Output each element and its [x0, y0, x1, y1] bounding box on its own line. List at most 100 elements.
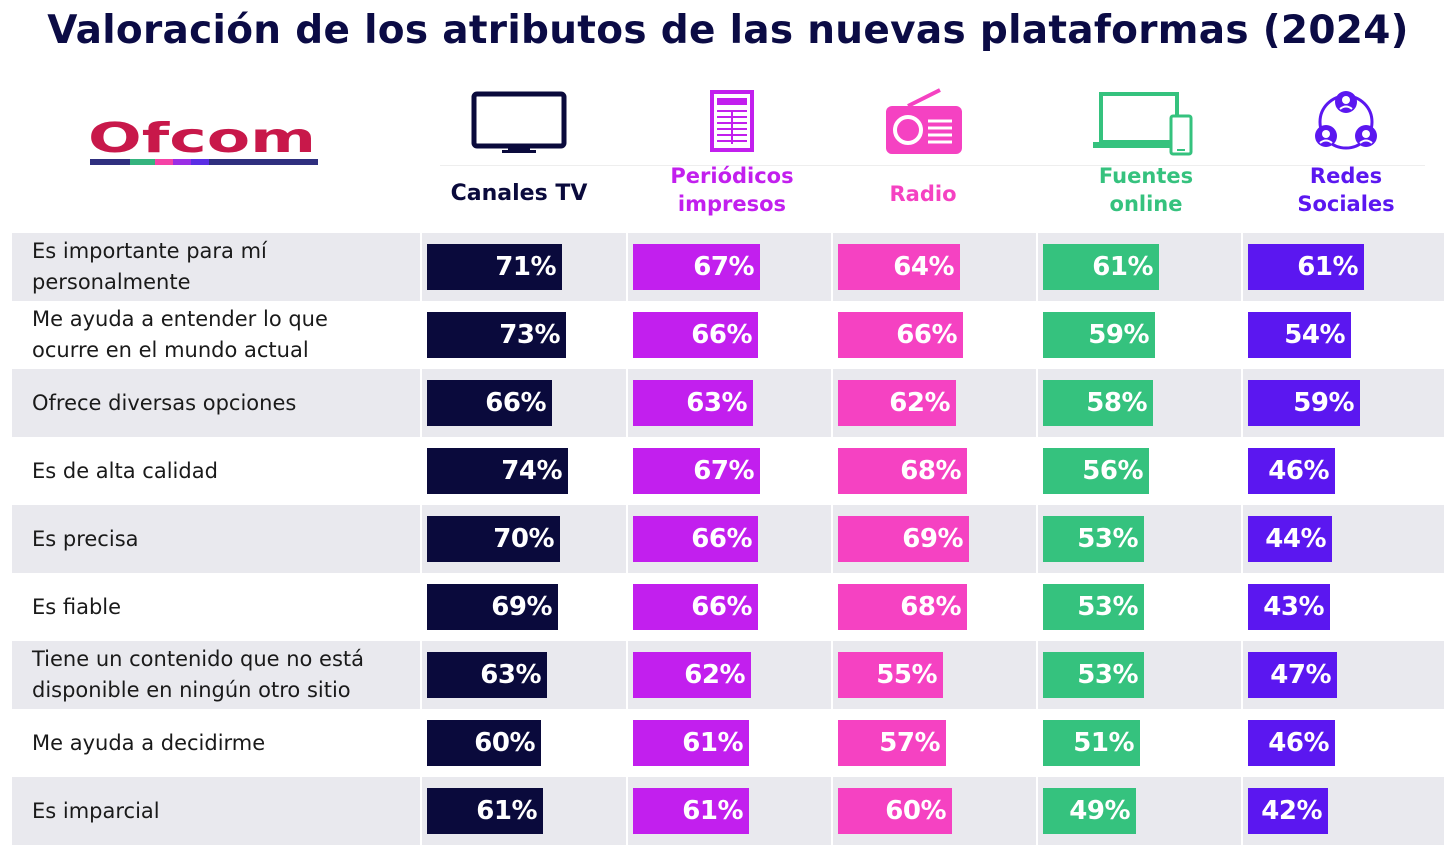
bar-value-label: 66% [691, 524, 752, 554]
bar-value-label: 47% [1270, 660, 1331, 690]
row-label-line: disponible en ningún otro sitio [32, 678, 351, 702]
bar-value-label: 53% [1077, 524, 1138, 554]
bar: 59% [1248, 380, 1360, 426]
bar-value-label: 49% [1069, 796, 1130, 826]
column-header: Canales TV [419, 88, 619, 228]
bar-value-label: 66% [485, 388, 546, 418]
bar-value-label: 67% [693, 252, 754, 282]
bar-value-label: 68% [900, 592, 961, 622]
bar-value-label: 54% [1284, 320, 1345, 350]
row-label-line: Me ayuda a decidirme [32, 730, 266, 755]
bar: 67% [633, 244, 760, 290]
bar: 62% [633, 652, 751, 698]
bar: 66% [838, 312, 963, 358]
bar-value-label: 60% [885, 796, 946, 826]
bar: 47% [1248, 652, 1337, 698]
column-label: Radio [823, 180, 1023, 208]
row-label: Es imparcial [32, 777, 412, 845]
row-label-line: ocurre en el mundo actual [32, 338, 309, 362]
column-label: Fuentes online [1046, 162, 1246, 218]
bar-value-label: 55% [876, 660, 937, 690]
bar-value-label: 46% [1268, 456, 1329, 486]
row-label-line: Es importante para mí [32, 239, 267, 263]
logo-stripe [130, 159, 155, 165]
svg-text:Ofcom: Ofcom [88, 118, 316, 162]
bar: 49% [1043, 788, 1136, 834]
column-label-line: Canales TV [450, 181, 588, 206]
bar-value-label: 51% [1073, 728, 1134, 758]
logo-stripe [209, 159, 318, 165]
row-label-line: personalmente [32, 270, 191, 294]
bar: 58% [1043, 380, 1153, 426]
bar: 46% [1248, 720, 1335, 766]
bar: 71% [427, 244, 562, 290]
bar-value-label: 66% [896, 320, 957, 350]
bar: 53% [1043, 516, 1144, 562]
column-header: Redes Sociales [1246, 88, 1446, 228]
bar-value-label: 46% [1268, 728, 1329, 758]
row-label-line: Tiene un contenido que no está [32, 647, 365, 671]
bar-value-label: 70% [493, 524, 554, 554]
bar-value-label: 71% [495, 252, 556, 282]
bar: 57% [838, 720, 946, 766]
bar-value-label: 63% [480, 660, 541, 690]
column-header: Periódicos impresos [632, 88, 832, 228]
header-divider [440, 165, 1425, 166]
row-label: Me ayuda a decidirme [32, 709, 412, 777]
bar: 56% [1043, 448, 1149, 494]
column-label-line: Radio [889, 182, 957, 206]
table-row: Me ayuda a decidirme [12, 709, 1444, 777]
column-separator [1036, 233, 1038, 848]
bar-value-label: 74% [501, 456, 562, 486]
logo-stripe [191, 159, 209, 165]
column-separator [420, 233, 422, 848]
row-label: Es fiable [32, 573, 412, 641]
row-label-line: Es de alta calidad [32, 458, 218, 483]
column-separator [626, 233, 628, 848]
column-label-line: online [1109, 192, 1183, 216]
bar: 68% [838, 448, 967, 494]
bar: 60% [838, 788, 952, 834]
row-label: Tiene un contenido que no está disponible… [32, 641, 412, 709]
bar: 74% [427, 448, 568, 494]
social-people-icon [1315, 91, 1377, 150]
bar: 63% [427, 652, 547, 698]
bar: 68% [838, 584, 967, 630]
row-label-line: Es precisa [32, 526, 139, 551]
bar: 66% [633, 584, 758, 630]
column-label: Canales TV [419, 180, 619, 208]
bar: 66% [427, 380, 552, 426]
bar: 62% [838, 380, 956, 426]
bar: 53% [1043, 584, 1144, 630]
bar: 55% [838, 652, 943, 698]
row-label: Ofrece diversas opciones [32, 369, 412, 437]
bar-value-label: 61% [682, 728, 743, 758]
bar-value-label: 53% [1077, 592, 1138, 622]
row-label-line: Ofrece diversas opciones [32, 390, 297, 415]
bar: 54% [1248, 312, 1351, 358]
bar-value-label: 59% [1088, 320, 1149, 350]
bar: 61% [633, 788, 749, 834]
bar: 46% [1248, 448, 1335, 494]
bar: 63% [633, 380, 753, 426]
bar-value-label: 59% [1293, 388, 1354, 418]
ofcom-logo: Ofcom [88, 118, 318, 165]
row-label-line: Es imparcial [32, 798, 160, 823]
bar: 61% [633, 720, 749, 766]
bar: 51% [1043, 720, 1140, 766]
column-label: Periódicos impresos [632, 162, 832, 218]
bar-value-label: 61% [1297, 252, 1358, 282]
column-label-line: Sociales [1297, 192, 1395, 216]
bar-value-label: 69% [491, 592, 552, 622]
bar: 60% [427, 720, 541, 766]
bar-value-label: 64% [893, 252, 954, 282]
column-label-line: Redes [1309, 164, 1383, 188]
row-label-line: Me ayuda a entender lo que [32, 307, 328, 331]
logo-stripe [155, 159, 173, 165]
bar: 59% [1043, 312, 1155, 358]
bar: 61% [427, 788, 543, 834]
bar-value-label: 53% [1077, 660, 1138, 690]
row-label: Me ayuda a entender lo que ocurre en el m… [32, 301, 412, 369]
bar: 53% [1043, 652, 1144, 698]
newspaper-icon [710, 90, 754, 152]
